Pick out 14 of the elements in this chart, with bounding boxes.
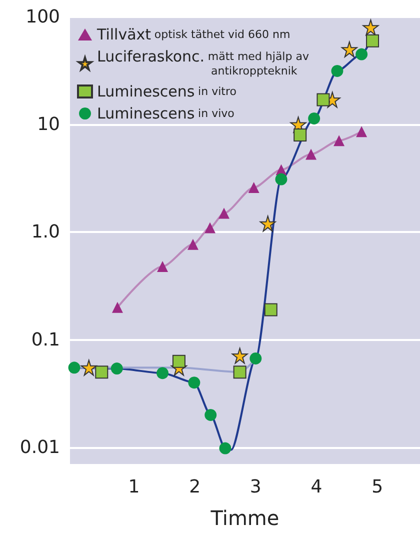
x-tick-label: 5: [372, 476, 384, 498]
y-tick-label: 1.0: [31, 222, 60, 243]
x-axis-title: Timme: [210, 506, 280, 530]
legend-label: Luminescens in vivo: [97, 104, 235, 122]
x-tick-label: 1: [128, 476, 140, 498]
x-tick-label: 3: [250, 476, 262, 498]
x-tick-label: 2: [189, 476, 201, 498]
legend-label: Luminescens in vitro: [97, 82, 237, 100]
y-tick-label: 10: [37, 114, 60, 136]
y-tick-label: 0.1: [31, 329, 60, 350]
x-tick-label: 4: [310, 476, 322, 498]
y-tick-label: 100: [26, 6, 60, 28]
y-tick-label: 0.01: [20, 436, 60, 458]
legend-label: Tillväxt optisk täthet vid 660 nm: [96, 26, 290, 44]
